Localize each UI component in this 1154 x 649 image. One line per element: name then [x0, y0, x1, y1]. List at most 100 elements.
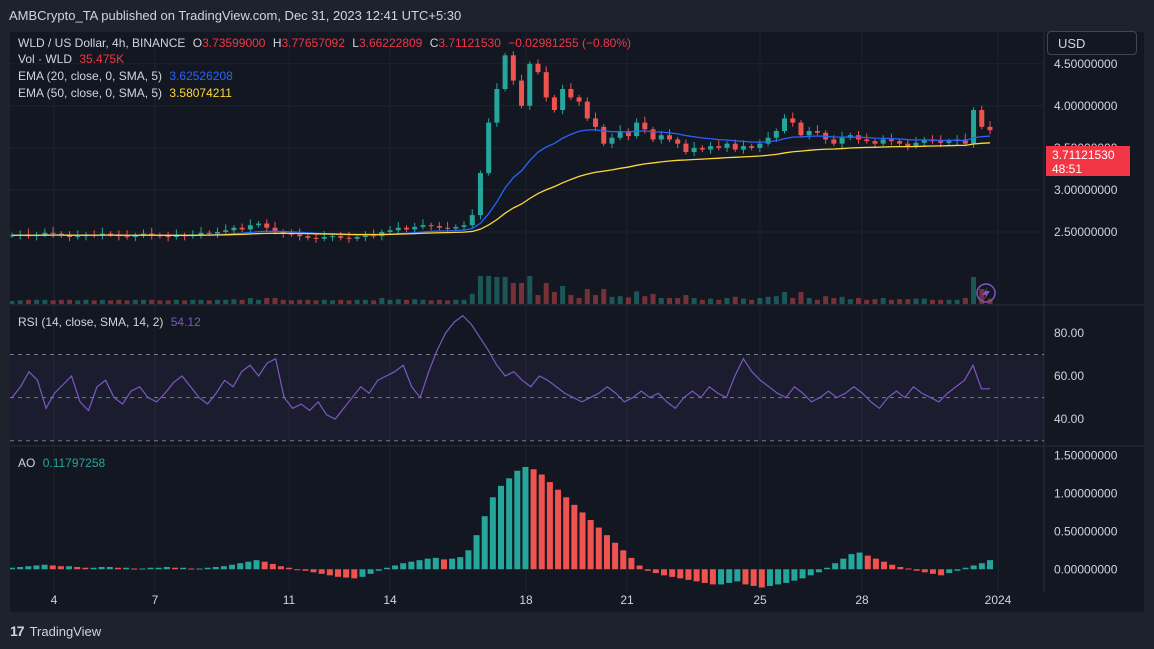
- volume-bar: [683, 295, 689, 304]
- ao-bar: [677, 569, 684, 579]
- volume-bar: [568, 295, 574, 304]
- price-tick-label: 4.50000000: [1054, 57, 1118, 71]
- candle-body: [173, 235, 179, 237]
- candle-body: [494, 88, 500, 123]
- volume-bar: [543, 283, 549, 304]
- volume-bar: [214, 299, 220, 304]
- ao-bar: [905, 568, 912, 570]
- volume-bar: [757, 298, 763, 304]
- candle-body: [872, 141, 878, 144]
- candle-body: [313, 237, 319, 239]
- volume-bar: [551, 292, 557, 304]
- volume-bar: [149, 299, 155, 304]
- volume-bar: [362, 299, 368, 304]
- candle-body: [913, 142, 919, 147]
- volume-bar: [387, 299, 393, 304]
- volume-bar: [272, 298, 278, 304]
- ao-bar: [25, 566, 32, 570]
- volume-bar: [34, 299, 40, 304]
- ao-bar: [74, 566, 81, 570]
- ao-bar: [424, 558, 431, 570]
- ao-bar: [343, 569, 350, 578]
- ema50-line: [11, 142, 991, 236]
- rsi-band-fill: [10, 354, 1044, 441]
- volume-bar: [206, 300, 212, 304]
- volume-bar: [765, 296, 771, 304]
- volume-bar: [872, 299, 878, 304]
- ao-histogram: [9, 466, 993, 588]
- volume-bar: [338, 299, 344, 304]
- volume-bar: [436, 299, 442, 304]
- candle-body: [510, 55, 516, 81]
- footer-brand: TradingView: [29, 623, 102, 639]
- candle-body: [683, 143, 689, 153]
- volume-bar: [790, 298, 796, 304]
- volume-bar: [929, 299, 935, 304]
- ao-bar: [66, 566, 73, 570]
- candle-body: [609, 137, 615, 144]
- ao-bar: [139, 568, 146, 570]
- volume-bar: [346, 300, 352, 304]
- volume-bar: [231, 299, 237, 304]
- candle-body: [749, 146, 755, 148]
- currency-selector[interactable]: USD: [1047, 31, 1137, 55]
- ao-bar: [49, 565, 56, 570]
- ao-bar: [416, 560, 423, 570]
- lightning-icon[interactable]: [976, 283, 996, 303]
- volume-bar: [814, 299, 820, 304]
- ao-bar: [595, 527, 602, 570]
- time-tick-label: 21: [620, 593, 634, 607]
- candle-body: [387, 230, 393, 232]
- ao-bar: [709, 569, 716, 585]
- volume-bar: [67, 299, 73, 304]
- volume-bar: [658, 298, 664, 304]
- ao-bar: [538, 474, 545, 570]
- ao-bar: [253, 560, 260, 570]
- volume-bar: [50, 300, 56, 304]
- chart-canvas[interactable]: 2.500000003.000000003.500000004.00000000…: [9, 32, 1144, 612]
- ao-bar: [82, 567, 89, 570]
- ao-bar: [881, 561, 888, 570]
- candle-body: [428, 225, 434, 227]
- candle-body: [543, 72, 549, 98]
- volume-bar: [634, 291, 640, 304]
- open-label: O: [192, 36, 203, 50]
- volume-bar: [9, 301, 15, 304]
- ao-value: 0.11797258: [42, 456, 106, 470]
- candle-body: [371, 235, 377, 237]
- candle-body: [617, 131, 623, 138]
- ao-bar: [98, 566, 105, 570]
- candle-body: [732, 143, 738, 150]
- ao-bar: [555, 489, 562, 570]
- ao-bar: [229, 564, 236, 570]
- ao-bar: [302, 569, 309, 571]
- candle-body: [412, 226, 418, 230]
- ao-bar: [587, 520, 594, 570]
- ao-bar: [514, 470, 521, 570]
- volume-bar: [617, 296, 623, 304]
- ema-lines: [11, 129, 991, 237]
- candle-body: [527, 63, 533, 106]
- ao-bar: [612, 542, 619, 570]
- volume-legend: Vol · WLD 35.475K: [18, 52, 128, 66]
- ao-bar: [335, 569, 341, 577]
- rsi-band-background: [10, 353, 1044, 442]
- ao-bar: [718, 569, 725, 585]
- ao-bar: [245, 561, 252, 570]
- volume-bar: [75, 300, 81, 304]
- ao-bar: [978, 563, 985, 570]
- publisher-line: AMBCrypto_TA published on TradingView.co…: [9, 8, 462, 23]
- ao-bar: [929, 569, 936, 574]
- ao-bar: [188, 568, 195, 570]
- volume-bar: [140, 299, 146, 304]
- volume-bar: [445, 300, 451, 304]
- volume-bar: [527, 276, 533, 304]
- candle-body: [108, 233, 114, 235]
- volume-bar: [519, 283, 525, 304]
- ao-bar: [155, 567, 162, 570]
- volume-bar: [749, 299, 755, 304]
- volume-value: 35.475K: [79, 52, 125, 66]
- price-tick-label: 2.50000000: [1054, 225, 1118, 239]
- chart-area[interactable]: 2.500000003.000000003.500000004.00000000…: [9, 32, 1144, 612]
- volume-bar: [856, 298, 862, 304]
